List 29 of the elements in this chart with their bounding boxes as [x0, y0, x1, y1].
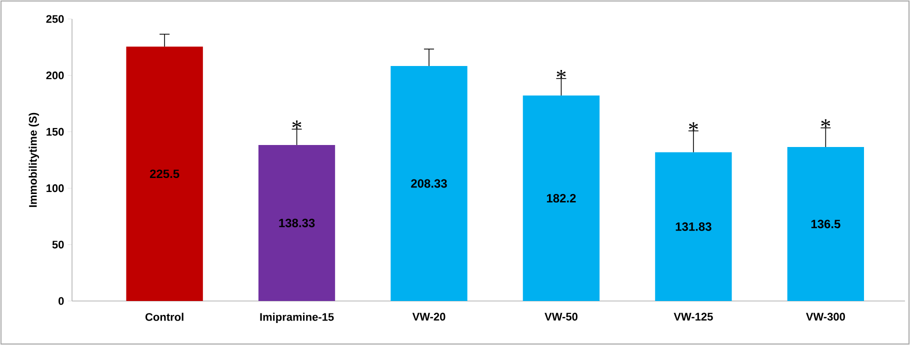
- y-axis-title: Immobilitytime (S): [28, 112, 39, 207]
- data-label: 182.2: [546, 194, 576, 202]
- annotation: *: [689, 122, 698, 130]
- bar: [655, 152, 732, 301]
- bar: [126, 46, 203, 301]
- data-label: 138.33: [279, 218, 315, 228]
- annotation: *: [292, 120, 302, 129]
- y-tick-label: 100: [46, 184, 64, 192]
- bar: [390, 66, 468, 301]
- bar: [787, 147, 864, 301]
- annotation: *: [556, 70, 566, 78]
- y-tick-label: 50: [52, 240, 64, 248]
- data-label: 208.33: [411, 179, 447, 188]
- x-tick-label: Imipramine-15: [260, 312, 334, 324]
- x-tick-label: VW-125: [674, 312, 713, 321]
- x-tick-label: VW-50: [544, 312, 578, 321]
- bar: [522, 95, 600, 301]
- x-tick-label: Control: [145, 312, 184, 321]
- y-tick-label: 150: [46, 128, 64, 136]
- data-label: 225.5: [150, 170, 180, 178]
- y-tick-label: 0: [58, 297, 64, 305]
- bar: [258, 144, 336, 301]
- y-tick-label: 250: [46, 15, 64, 23]
- annotation: *: [821, 119, 830, 128]
- x-tick-label: VW-20: [412, 312, 446, 321]
- data-label: 136.5: [811, 220, 840, 228]
- y-tick-label: 200: [46, 72, 64, 80]
- x-tick-label: VW-300: [806, 312, 845, 321]
- data-label: 131.83: [676, 222, 712, 231]
